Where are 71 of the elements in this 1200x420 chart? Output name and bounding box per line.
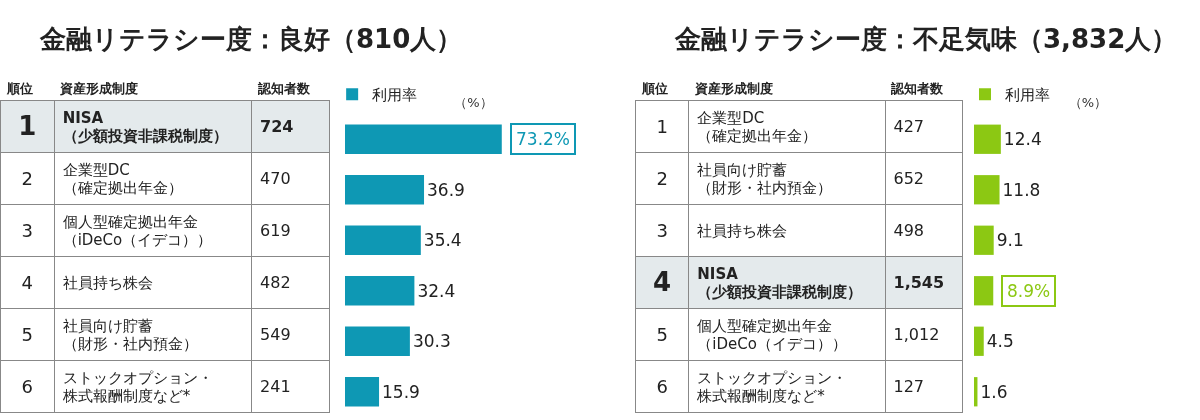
category-label: 社員持ち株会: [697, 221, 788, 240]
bar: [974, 124, 1001, 154]
y2-tick-label: 241: [251, 360, 330, 413]
category-label: 2: [656, 167, 668, 189]
data-label: 30.3: [412, 331, 451, 352]
y2-tick-label: 127: [885, 360, 963, 413]
data-label: 4.5: [986, 331, 1014, 352]
category-label: 社員向け貯蓄（財形・社内預金）: [697, 160, 833, 197]
category-label: 6: [656, 375, 668, 397]
text: 資産形成制度: [693, 80, 774, 98]
text: 認知者数: [256, 80, 311, 98]
annotation: 73.2%: [516, 129, 571, 149]
category-label: 3: [21, 219, 34, 241]
category-label: 1: [18, 110, 37, 141]
category-label: NISA （少額投資非課税制度）: [697, 264, 863, 301]
data-label: 9.1: [996, 230, 1024, 251]
data-label: 35.4: [423, 230, 462, 251]
bar: [345, 225, 421, 255]
data-label: 12.4: [1003, 129, 1042, 150]
y2-tick-label: 470: [251, 152, 330, 205]
legend-label: 利用率: [372, 86, 418, 105]
category-label: 社員持ち株会: [62, 273, 153, 292]
category-label: 4: [21, 271, 34, 293]
category-label: 企業型DC （確定拠出年金）: [62, 160, 183, 197]
category-label: 1: [656, 115, 668, 137]
category-label: 個人型確定拠出年金（iDeCo（イデコ））: [697, 316, 847, 353]
category-label: 2: [21, 167, 34, 189]
data-label: 36.9: [427, 179, 465, 200]
y2-tick-label: 652: [885, 152, 963, 205]
chart-title: 金融リテラシー度：良好（810人）: [40, 23, 463, 56]
bar: [974, 276, 994, 306]
bar: [345, 124, 502, 154]
text: 順位: [640, 80, 669, 98]
bar: [345, 175, 425, 205]
category-label: NISA （少額投資非課税制度）: [62, 108, 228, 145]
category-label: 個人型確定拠出年金（iDeCo（イデコ））: [62, 212, 213, 249]
x-axis-title: （%）: [454, 94, 493, 110]
y2-tick-label: 1,545: [885, 256, 963, 309]
category-label: ストックオプション・株式報酬制度など*: [62, 368, 213, 405]
y2-tick-label: 498: [885, 204, 963, 257]
annotation: 8.9%: [1007, 281, 1051, 301]
data-label: 1.6: [980, 381, 1008, 402]
y2-tick-label: 427: [885, 100, 963, 153]
category-label: 6: [21, 375, 34, 397]
category-label: 3: [656, 219, 668, 241]
text: 順位: [5, 80, 34, 98]
bar: [345, 326, 410, 356]
x-axis-title: （%）: [1068, 94, 1108, 110]
text: 認知者数: [890, 80, 944, 98]
bar: [974, 225, 994, 255]
category-label: 5: [21, 323, 34, 345]
y2-tick-label: 724: [251, 100, 330, 153]
bar: [345, 377, 380, 407]
y2-tick-label: 619: [251, 204, 330, 257]
category-label: 5: [656, 323, 668, 345]
chart-title: 金融リテラシー度：不足気味（3,832人）: [675, 23, 1178, 56]
bar: [974, 175, 1000, 205]
y2-tick-label: 1,012: [885, 308, 963, 361]
data-label: 11.8: [1002, 179, 1041, 200]
category-label: 社員向け貯蓄（財形・社内預金）: [62, 316, 198, 353]
bar: [974, 326, 984, 356]
data-label: 32.4: [417, 280, 456, 301]
legend-label: 利用率: [1005, 86, 1050, 105]
y2-tick-label: 482: [251, 256, 330, 309]
y2-tick-label: 549: [251, 308, 330, 361]
data-label: 15.9: [382, 381, 420, 402]
category-label: ストックオプション・株式報酬制度など*: [697, 368, 848, 405]
category-label: 4: [653, 266, 672, 297]
category-label: 企業型DC （確定拠出年金）: [697, 108, 818, 145]
text: 資産形成制度: [59, 80, 140, 98]
bar: [345, 276, 415, 306]
